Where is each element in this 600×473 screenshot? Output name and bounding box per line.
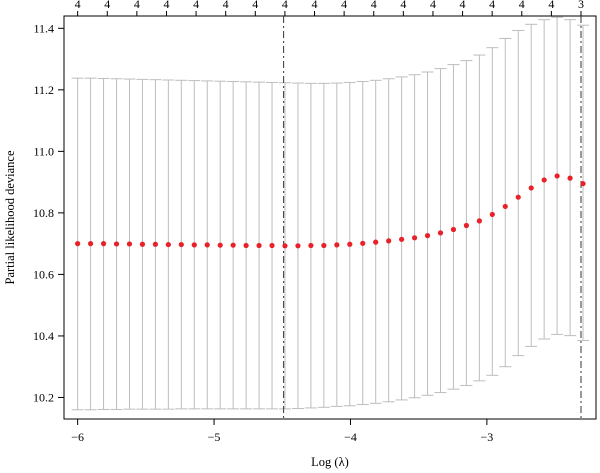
top-tick-label: 4 — [223, 0, 229, 11]
deviance-point — [88, 241, 94, 247]
top-tick-label: 4 — [371, 0, 377, 11]
y-axis: 10.2 10.4 10.6 10.8 11.0 11.2 11.4 — [33, 21, 64, 404]
deviance-point — [450, 226, 457, 233]
top-tick-label: 4 — [341, 0, 347, 11]
x-tick-label: −4 — [344, 430, 357, 444]
deviance-point — [178, 241, 184, 248]
error-bars — [71, 16, 590, 411]
deviance-point — [204, 242, 210, 248]
top-tick-label: 4 — [134, 0, 140, 11]
deviance-points — [75, 173, 586, 249]
deviance-point — [411, 235, 418, 241]
deviance-point — [347, 241, 353, 247]
deviance-point — [282, 243, 288, 249]
deviance-point — [126, 241, 133, 247]
top-tick-label: 3 — [578, 0, 584, 11]
deviance-point — [554, 173, 560, 179]
deviance-point — [399, 236, 405, 242]
error-bar — [486, 47, 499, 376]
deviance-point — [165, 241, 171, 248]
error-bar — [512, 29, 525, 357]
y-tick-label: 10.8 — [33, 206, 54, 220]
deviance-point — [502, 203, 508, 210]
x-axis-title: Log (λ) — [311, 455, 349, 469]
deviance-point — [295, 243, 301, 249]
deviance-point — [424, 233, 431, 239]
y-tick-label: 11.2 — [33, 83, 54, 97]
top-tick-label: 4 — [519, 0, 525, 11]
deviance-point — [567, 175, 573, 181]
top-tick-label: 4 — [489, 0, 495, 11]
error-bar — [447, 64, 460, 390]
top-tick-label: 4 — [400, 0, 406, 11]
deviance-point — [230, 242, 236, 248]
top-tick-label: 4 — [548, 0, 554, 11]
top-tick-label: 4 — [312, 0, 318, 11]
deviance-point — [515, 194, 521, 200]
top-tick-label: 4 — [75, 0, 81, 11]
y-tick-label: 11.4 — [33, 21, 54, 35]
deviance-point — [580, 181, 586, 187]
deviance-point — [269, 242, 275, 249]
y-tick-label: 10.2 — [33, 390, 54, 404]
deviance-point — [308, 242, 314, 249]
error-bar — [525, 23, 538, 347]
deviance-point — [191, 242, 197, 248]
deviance-point — [217, 242, 223, 248]
x-tick-label: −3 — [480, 430, 493, 444]
reference-lines — [283, 16, 582, 419]
y-tick-label: 11.0 — [33, 144, 54, 158]
x-axis: −6 −5 −4 −3 — [71, 419, 493, 444]
deviance-point — [437, 230, 444, 236]
deviance-point — [528, 185, 534, 191]
y-tick-label: 10.6 — [33, 267, 54, 281]
top-tick-label: 4 — [460, 0, 466, 11]
deviance-point — [75, 241, 81, 247]
deviance-point — [373, 239, 379, 245]
deviance-point — [360, 240, 366, 246]
top-tick-label: 4 — [430, 0, 436, 11]
top-tick-label: 4 — [193, 0, 199, 11]
plot-frame — [63, 15, 597, 420]
deviance-point — [113, 241, 120, 247]
deviance-point — [139, 241, 146, 247]
deviance-point — [321, 242, 327, 249]
top-tick-label: 4 — [282, 0, 288, 11]
x-tick-label: −6 — [71, 430, 84, 444]
plot-border — [63, 15, 597, 420]
deviance-point — [334, 242, 340, 248]
error-bar — [473, 54, 486, 382]
top-axis: 4 4 4 4 4 4 4 4 4 4 4 4 4 4 4 4 4 3 — [75, 0, 584, 16]
deviance-point — [476, 218, 482, 224]
deviance-point — [243, 242, 249, 249]
deviance-point — [386, 238, 392, 244]
y-axis-title: Partial likelihood deviance — [3, 150, 17, 284]
top-tick-label: 4 — [104, 0, 110, 11]
deviance-point — [541, 177, 547, 183]
top-tick-label: 4 — [252, 0, 258, 11]
deviance-point — [463, 222, 470, 229]
deviance-point — [256, 242, 262, 249]
top-tick-label: 4 — [163, 0, 169, 11]
deviance-point — [100, 241, 107, 247]
deviance-point — [489, 211, 495, 218]
y-tick-label: 10.4 — [33, 329, 54, 343]
x-tick-label: −5 — [208, 430, 221, 444]
error-bar — [499, 37, 512, 368]
deviance-point — [152, 241, 158, 247]
